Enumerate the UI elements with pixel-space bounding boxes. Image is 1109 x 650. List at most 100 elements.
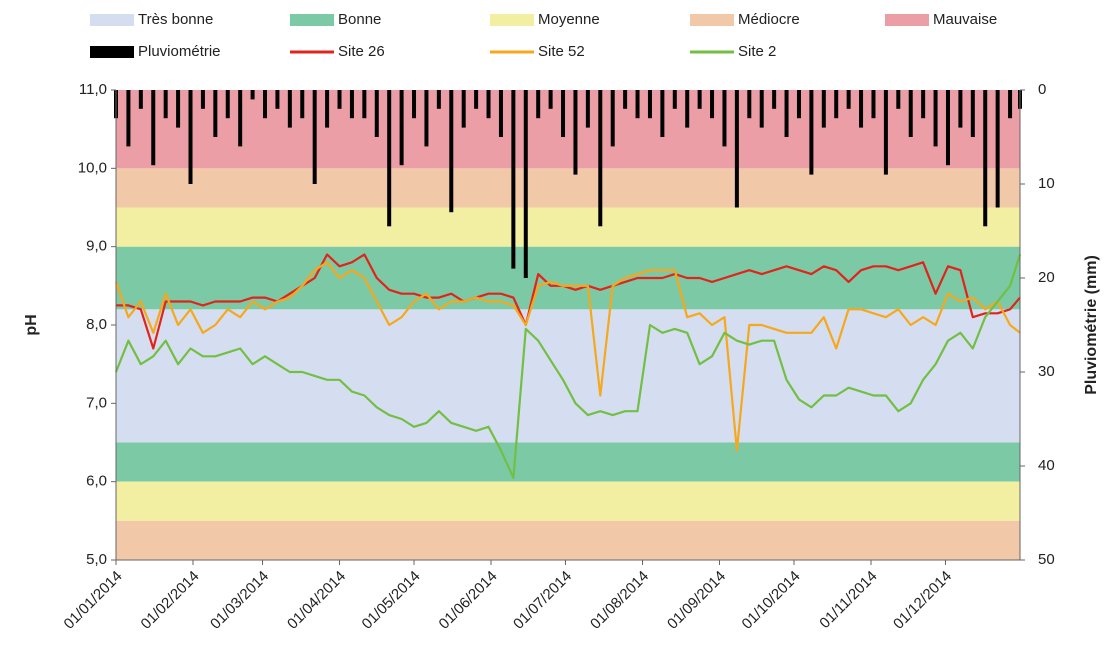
rain-bar: [449, 90, 454, 213]
rain-bar: [362, 90, 367, 119]
legend-label: Mauvaise: [933, 11, 997, 28]
legend-swatch: [290, 14, 334, 26]
rain-bar: [660, 90, 665, 137]
quality-band: [116, 207, 1020, 247]
legend-label: Site 2: [738, 43, 776, 60]
rain-bar: [896, 90, 901, 109]
rain-bar: [970, 90, 975, 137]
y2-tick-label: 50: [1038, 551, 1055, 568]
rain-bar: [734, 90, 739, 208]
rain-bar: [585, 90, 590, 128]
x-tick-label: 01/07/2014: [510, 568, 575, 633]
y2-tick-label: 10: [1038, 175, 1055, 192]
rain-bar: [325, 90, 330, 128]
legend-label: Bonne: [338, 11, 381, 28]
y-tick-label: 9,0: [86, 238, 107, 255]
rain-bar: [188, 90, 193, 184]
legend-swatch: [690, 14, 734, 26]
rain-bar: [250, 90, 255, 100]
rain-bar: [138, 90, 143, 109]
rain-bar: [349, 90, 354, 119]
legend-label: Site 26: [338, 43, 385, 60]
y-tick-label: 11,0: [79, 81, 107, 98]
rain-bar: [399, 90, 404, 166]
rain-bar: [511, 90, 516, 269]
rain-bar: [436, 90, 441, 109]
legend-swatch: [90, 46, 134, 58]
rain-bar: [536, 90, 541, 119]
rain-bar: [474, 90, 479, 109]
rain-bar: [461, 90, 466, 128]
x-tick-label: 01/08/2014: [587, 568, 652, 633]
rain-bar: [337, 90, 342, 109]
y-tick-label: 8,0: [86, 316, 107, 333]
rain-bar: [312, 90, 317, 184]
x-tick-label: 01/11/2014: [816, 568, 880, 632]
rain-bar: [287, 90, 292, 128]
rain-bar: [933, 90, 938, 147]
rain-bar: [200, 90, 205, 109]
quality-band: [116, 309, 1020, 443]
rain-bar: [834, 90, 839, 119]
rain-bar: [424, 90, 429, 147]
x-tick-label: 01/03/2014: [207, 568, 272, 633]
rain-bar: [759, 90, 764, 128]
rain-bar: [883, 90, 888, 175]
y-tick-label: 10,0: [78, 159, 107, 176]
rain-bar: [238, 90, 243, 147]
rain-bar: [126, 90, 131, 147]
quality-band: [116, 520, 1020, 560]
rain-bar: [561, 90, 566, 137]
rain-bar: [685, 90, 690, 128]
y2-tick-label: 20: [1038, 269, 1055, 286]
x-tick-label: 01/10/2014: [739, 568, 804, 633]
x-tick-label: 01/01/2014: [61, 568, 126, 633]
x-tick-label: 01/05/2014: [359, 568, 424, 633]
rain-bar: [697, 90, 702, 109]
series-line: [114, 261, 1021, 452]
rain-bar: [995, 90, 1000, 208]
rain-bar: [747, 90, 752, 119]
y2-axis-label: Pluviométrie (mm): [1083, 255, 1100, 395]
rain-bar: [598, 90, 603, 227]
y-tick-label: 5,0: [86, 551, 107, 568]
rain-bar: [374, 90, 379, 137]
x-tick-label: 01/09/2014: [664, 568, 729, 633]
x-tick-label: 01/04/2014: [284, 568, 349, 633]
rain-bar: [623, 90, 628, 109]
quality-band: [116, 246, 1020, 310]
legend-label: Moyenne: [538, 11, 600, 28]
rain-bar: [412, 90, 417, 119]
rain-bar: [213, 90, 218, 137]
rain-bar: [225, 90, 230, 119]
rain-bar: [958, 90, 963, 128]
x-tick-label: 01/06/2014: [436, 568, 501, 633]
rain-bar: [387, 90, 392, 227]
rain-bar: [846, 90, 851, 109]
rain-bar: [263, 90, 268, 119]
rain-bar: [921, 90, 926, 119]
rain-bar: [548, 90, 553, 109]
quality-band: [116, 481, 1020, 521]
rain-bar: [151, 90, 156, 166]
y2-tick-label: 0: [1038, 81, 1046, 98]
rain-bar: [710, 90, 715, 119]
legend-label: Site 52: [538, 43, 585, 60]
rain-bar: [635, 90, 640, 119]
rain-bar: [523, 90, 528, 278]
rain-bar: [163, 90, 168, 119]
rain-bar: [647, 90, 652, 119]
rain-bar: [871, 90, 876, 119]
rain-bar: [300, 90, 305, 119]
series-line: [114, 254, 1022, 479]
legend-label: Médiocre: [738, 11, 800, 28]
rain-bar: [908, 90, 913, 137]
quality-band: [116, 442, 1020, 482]
series-line: [116, 253, 1021, 350]
rain-bar: [772, 90, 777, 109]
legend-swatch: [490, 14, 534, 26]
rain-bar: [1008, 90, 1013, 119]
rain-bar: [176, 90, 181, 128]
rain-bar: [610, 90, 615, 147]
rain-bar: [784, 90, 789, 137]
